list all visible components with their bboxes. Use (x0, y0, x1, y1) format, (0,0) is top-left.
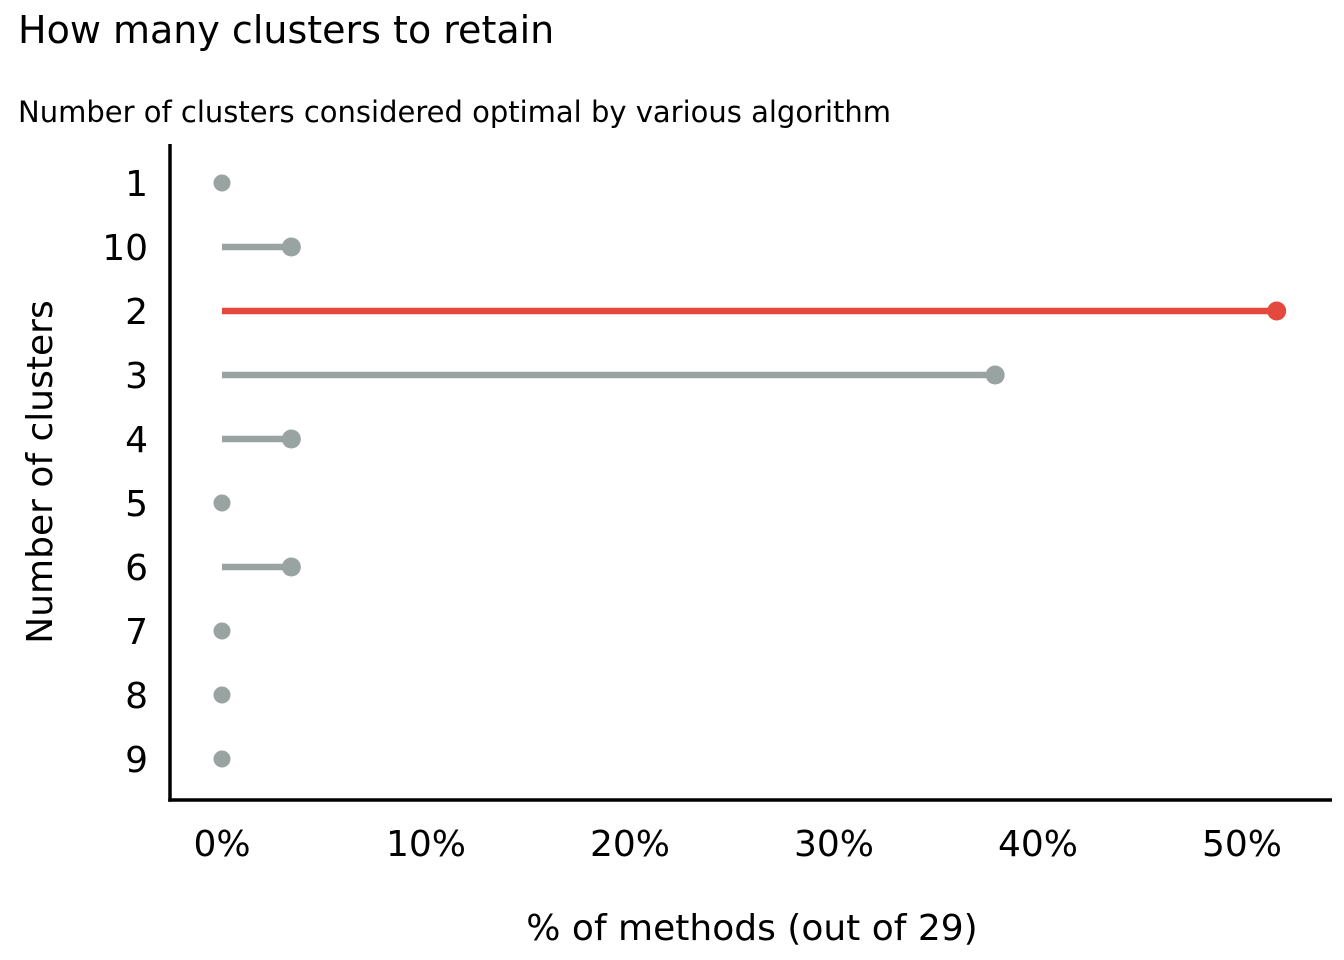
lollipop-row (213, 686, 231, 704)
lollipop-rows (213, 174, 1287, 768)
lollipop-dot (985, 365, 1005, 385)
lollipop-row (213, 494, 231, 512)
y-tick-label: 8 (125, 676, 148, 717)
lollipop-row (213, 174, 231, 192)
lollipop-row (222, 237, 301, 257)
y-tick-label: 9 (125, 740, 148, 781)
x-tick-labels: 0% 10% 20% 30% 40% 50% (193, 824, 1282, 865)
chart-subtitle: Number of clusters considered optimal by… (18, 95, 891, 129)
lollipop-dot (213, 174, 231, 192)
lollipop-dot (281, 429, 301, 449)
lollipop-dot (281, 237, 301, 257)
lollipop-dot (213, 494, 231, 512)
lollipop-row (222, 365, 1005, 385)
x-tick-label: 20% (590, 824, 670, 865)
x-tick-label: 40% (998, 824, 1078, 865)
lollipop-row (222, 301, 1287, 321)
chart-title: How many clusters to retain (18, 8, 554, 52)
lollipop-dot (1267, 301, 1287, 321)
y-tick-label: 6 (125, 548, 148, 589)
lollipop-dot (213, 686, 231, 704)
lollipop-row (222, 429, 301, 449)
lollipop-dot (213, 622, 231, 640)
axes (168, 144, 1332, 802)
y-tick-label: 5 (125, 484, 148, 525)
y-tick-label: 4 (125, 420, 148, 461)
lollipop-dot (281, 557, 301, 577)
y-tick-label: 10 (102, 228, 148, 269)
x-tick-label: 0% (193, 824, 250, 865)
x-tick-label: 30% (794, 824, 874, 865)
lollipop-row (213, 622, 231, 640)
y-axis-label: Number of clusters (20, 300, 61, 643)
lollipop-row (213, 750, 231, 768)
x-tick-label: 10% (386, 824, 466, 865)
lollipop-row (222, 557, 301, 577)
y-tick-label: 2 (125, 292, 148, 333)
x-axis-label: % of methods (out of 29) (526, 908, 977, 949)
y-tick-label: 7 (125, 612, 148, 653)
y-tick-labels: 1 10 2 3 4 5 6 7 8 9 (102, 164, 148, 781)
lollipop-dot (213, 750, 231, 768)
y-tick-label: 3 (125, 356, 148, 397)
y-tick-label: 1 (125, 164, 148, 205)
x-tick-label: 50% (1202, 824, 1282, 865)
